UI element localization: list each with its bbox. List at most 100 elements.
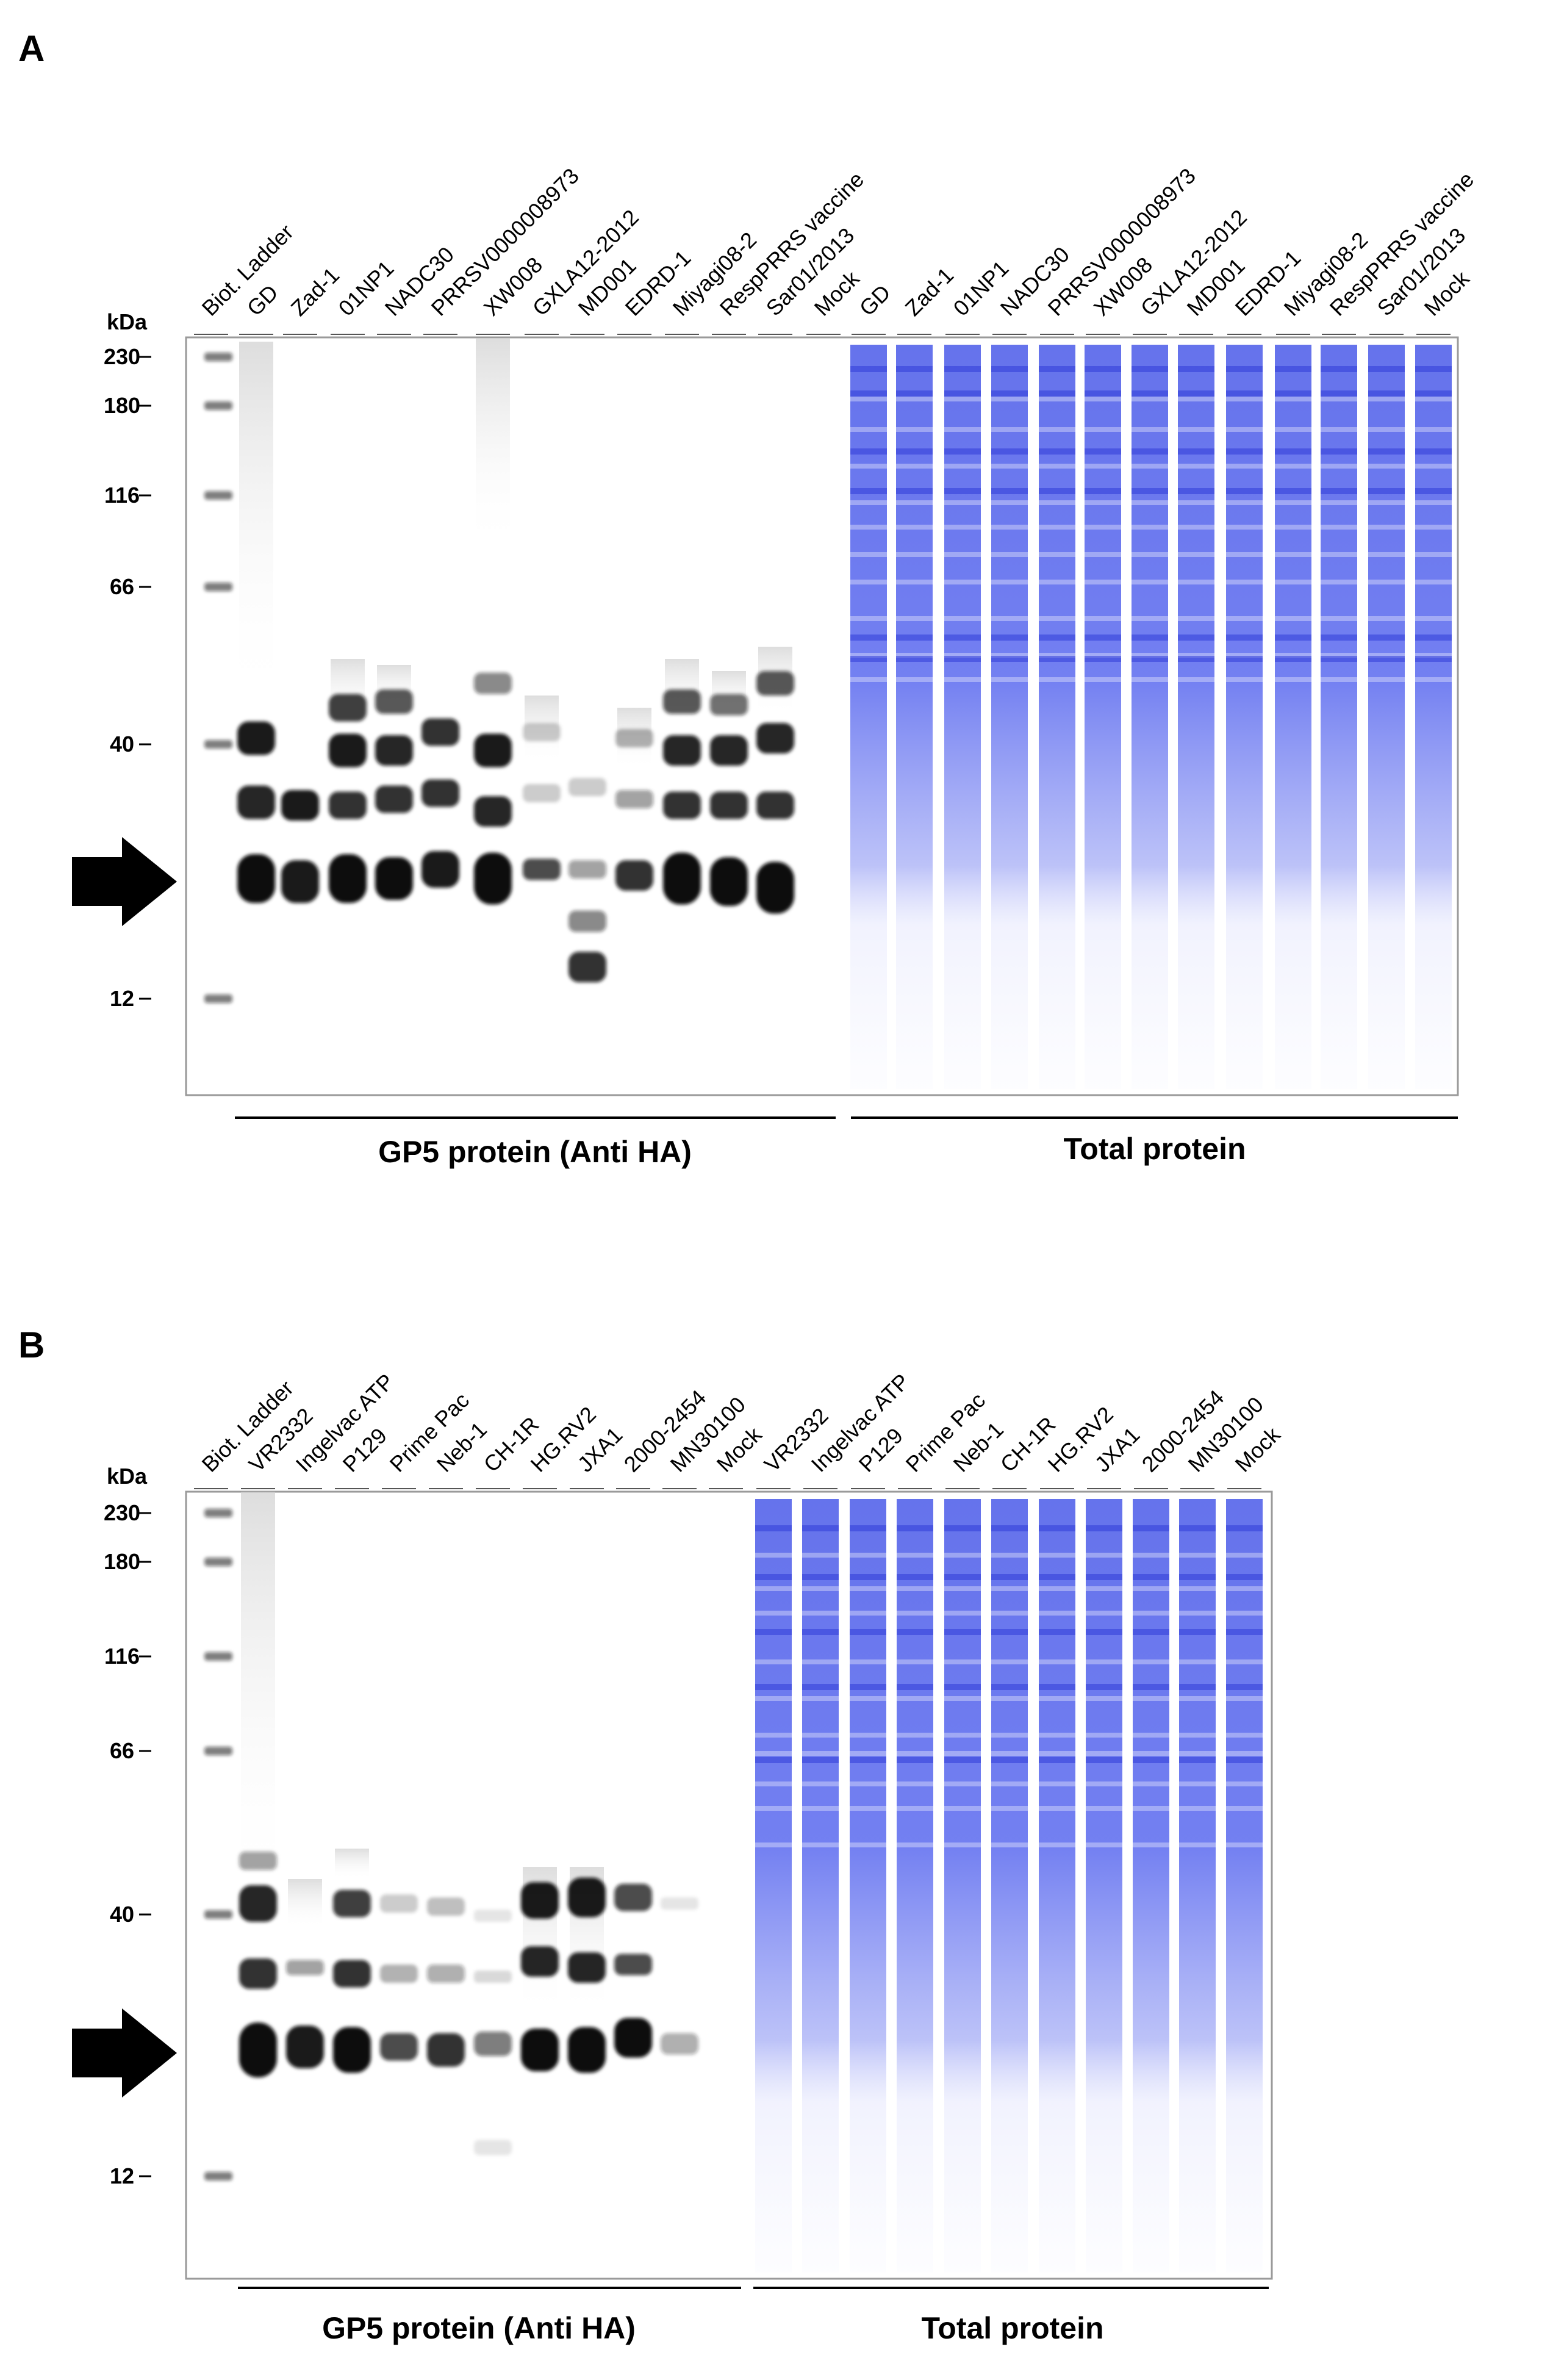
gp5-band — [663, 852, 701, 905]
total-protein-band — [991, 656, 1028, 662]
gp5-band — [421, 718, 459, 746]
total-protein-band — [1415, 448, 1452, 455]
total-protein-stripe — [755, 1806, 792, 1811]
total-protein-stripe — [850, 525, 887, 530]
gp5-band — [615, 790, 653, 808]
total-protein-stripe — [1226, 653, 1263, 658]
total-protein-stripe — [1321, 616, 1357, 621]
unit-label: kDa — [107, 309, 148, 334]
total-protein-stripe — [1133, 1781, 1169, 1786]
total-protein-stripe — [1086, 1696, 1122, 1701]
total-protein-stripe — [850, 1733, 886, 1738]
gp5-band — [710, 735, 748, 766]
total-protein-stripe — [1132, 616, 1168, 621]
total-protein-stripe — [1179, 1751, 1216, 1756]
total-protein-stripe — [991, 1696, 1028, 1701]
blot-lanes — [194, 1488, 1263, 2273]
total-protein-stripe — [1132, 552, 1168, 557]
total-protein-stripe — [1226, 677, 1263, 682]
total-protein-stripe — [991, 1843, 1028, 1847]
total-protein-stripe — [1226, 1733, 1263, 1738]
total-protein-band — [1133, 1525, 1169, 1531]
total-protein-stripe — [802, 1696, 839, 1701]
total-protein-stripe — [944, 427, 981, 432]
total-protein-stripe — [1132, 653, 1168, 658]
total-protein-stripe — [1039, 1781, 1075, 1786]
marker-label-kda: 40 — [110, 1902, 134, 1927]
gp5-band — [568, 1877, 606, 1918]
total-protein-lane — [755, 1499, 792, 2273]
total-protein-stripe — [1132, 464, 1168, 469]
total-protein-band — [1321, 488, 1357, 494]
total-protein-stripe — [991, 677, 1028, 682]
total-protein-band — [1179, 1757, 1216, 1763]
total-protein-band — [1039, 1629, 1075, 1635]
gp5-band — [614, 1883, 652, 1911]
total-protein-band — [897, 1684, 933, 1690]
total-protein-stripe — [896, 580, 933, 584]
total-protein-band — [944, 366, 981, 372]
total-protein-band — [991, 635, 1028, 641]
total-protein-stripe — [1321, 580, 1357, 584]
gp5-band — [333, 1889, 371, 1918]
gp5-band — [421, 779, 459, 807]
total-protein-stripe — [896, 653, 933, 658]
total-protein-band — [1321, 390, 1357, 397]
total-protein-stripe — [850, 653, 887, 658]
gp5-band — [239, 2022, 277, 2077]
total-protein-band — [991, 1629, 1028, 1635]
total-protein-stripe — [944, 1751, 981, 1756]
group-label-total: Total protein — [1063, 1132, 1246, 1166]
total-protein-lane — [991, 345, 1028, 1089]
total-protein-stripe — [1368, 552, 1405, 557]
total-protein-stripe — [1415, 500, 1452, 505]
total-protein-lane — [1368, 345, 1405, 1089]
total-protein-stripe — [991, 1659, 1028, 1664]
total-protein-stripe — [1368, 525, 1405, 530]
gp5-band — [710, 857, 748, 906]
total-protein-stripe — [1368, 464, 1405, 469]
total-protein-stripe — [896, 525, 933, 530]
total-protein-band — [755, 1574, 792, 1580]
total-protein-stripe — [896, 500, 933, 505]
gp5-band — [329, 791, 367, 819]
total-protein-stripe — [991, 500, 1028, 505]
total-protein-band — [1415, 366, 1452, 372]
total-protein-band — [850, 390, 887, 397]
total-protein-stripe — [1086, 1751, 1122, 1756]
total-protein-stripe — [1226, 397, 1263, 401]
total-protein-stripe — [850, 1696, 886, 1701]
total-protein-band — [802, 1574, 839, 1580]
total-protein-stripe — [896, 397, 933, 401]
total-protein-band — [1133, 1684, 1169, 1690]
total-protein-stripe — [1039, 427, 1075, 432]
total-protein-band — [1321, 448, 1357, 455]
gp5-band — [474, 2140, 512, 2155]
total-protein-stripe — [1321, 427, 1357, 432]
total-protein-stripe — [1226, 580, 1263, 584]
total-protein-band — [1275, 366, 1311, 372]
total-protein-band — [1178, 656, 1214, 662]
ladder-band — [204, 1509, 232, 1517]
total-protein-stripe — [944, 525, 981, 530]
total-protein-stripe — [991, 1781, 1028, 1786]
total-protein-stripe — [1086, 1733, 1122, 1738]
total-protein-stripe — [850, 1751, 886, 1756]
gp5-band — [380, 1965, 418, 1983]
gp5-band — [237, 785, 275, 819]
total-protein-stripe — [755, 1611, 792, 1616]
total-protein-band — [1368, 488, 1405, 494]
gp5-band — [756, 791, 794, 819]
total-protein-band — [896, 635, 933, 641]
total-protein-stripe — [755, 1733, 792, 1738]
total-protein-stripe — [1179, 1696, 1216, 1701]
total-protein-band — [802, 1684, 839, 1690]
total-protein-band — [1368, 390, 1405, 397]
total-protein-band — [1039, 1757, 1075, 1763]
total-protein-lane — [850, 345, 887, 1089]
total-protein-band — [1226, 635, 1263, 641]
total-protein-stripe — [1226, 427, 1263, 432]
total-protein-stripe — [991, 1553, 1028, 1558]
total-protein-lane — [1226, 345, 1263, 1089]
